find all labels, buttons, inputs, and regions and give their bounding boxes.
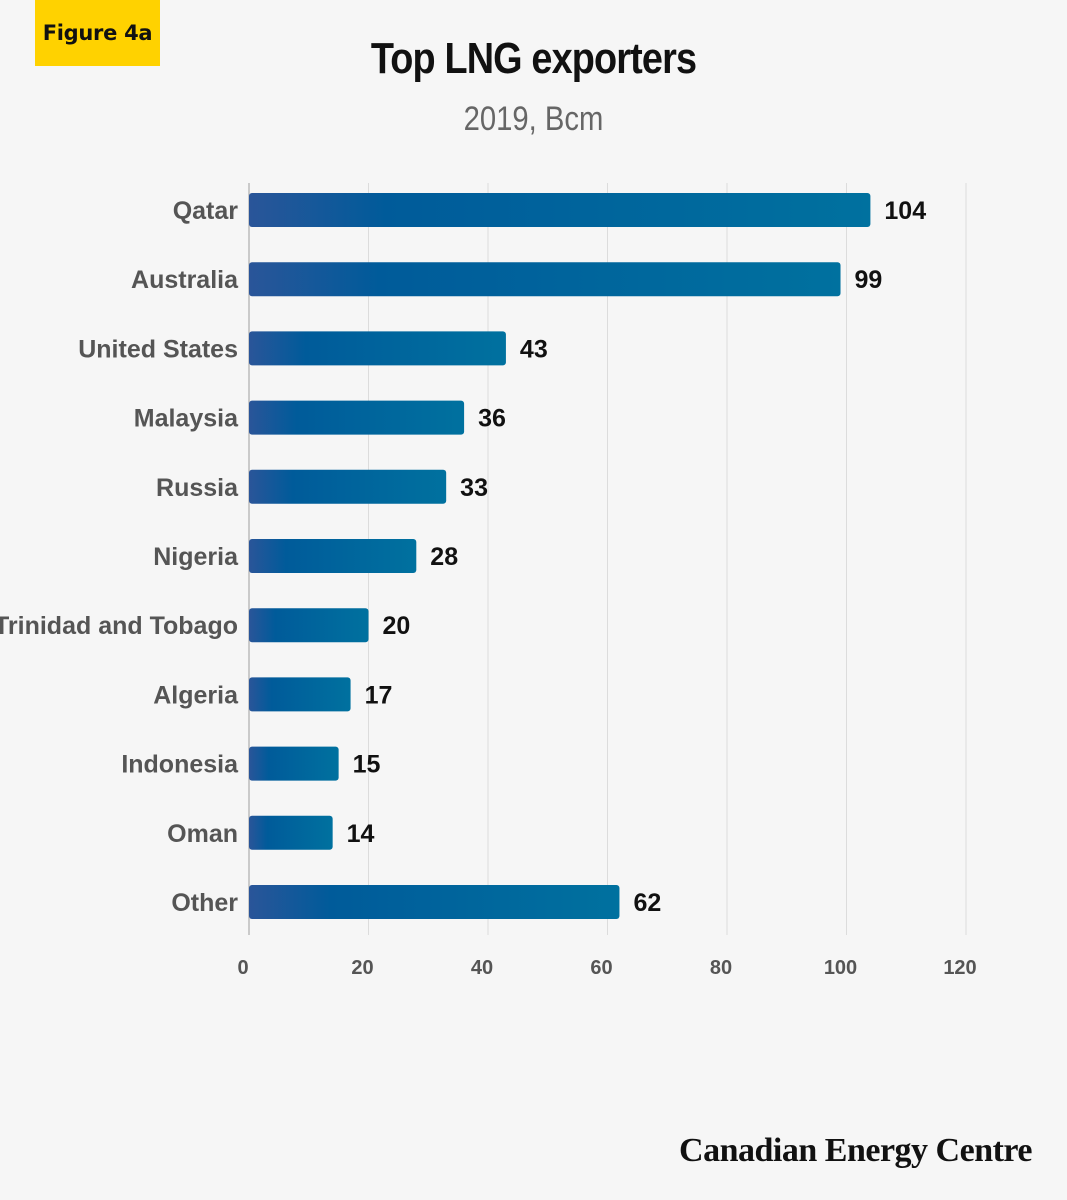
x-tick-label: 100 — [824, 957, 857, 979]
data-label: 104 — [884, 197, 926, 225]
x-tick-label: 80 — [710, 957, 732, 979]
category-label: Indonesia — [121, 751, 239, 779]
data-label: 43 — [520, 335, 548, 363]
chart-title: Top LNG exporters — [370, 34, 697, 83]
bar — [249, 262, 841, 297]
bar — [249, 193, 871, 227]
bar — [249, 539, 417, 573]
category-label: Other — [171, 889, 238, 917]
labels: 0 20 40 60 80 100 120 Qatar 104 Australia 99 United… — [0, 197, 977, 979]
bar — [249, 815, 333, 850]
bar-chart: 0 20 40 60 80 100 120 Qatar 104 Australia 99 United… — [0, 183, 977, 979]
bar — [249, 746, 339, 781]
data-label: 15 — [353, 751, 381, 779]
bar — [249, 331, 506, 366]
data-label: 62 — [633, 889, 661, 917]
category-label: Nigeria — [153, 543, 239, 571]
bar — [249, 400, 465, 435]
data-label: 99 — [855, 266, 883, 294]
figure-badge: Figure 4a — [35, 0, 160, 66]
category-label: Qatar — [173, 197, 239, 225]
data-label: 17 — [365, 681, 393, 709]
x-tick-label: 60 — [590, 957, 612, 979]
category-label: Australia — [131, 266, 239, 294]
category-label: United States — [78, 335, 238, 363]
bar — [249, 885, 620, 919]
x-tick-label: 20 — [351, 957, 373, 979]
category-label: Algeria — [153, 681, 239, 709]
chart-subtitle: 2019, Bcm — [463, 100, 604, 138]
x-tick-label: 40 — [471, 957, 493, 979]
publisher-logo: Canadian Energy Centre — [679, 1132, 1032, 1169]
data-label: 33 — [460, 474, 488, 502]
category-label: Oman — [167, 820, 238, 848]
x-tick-label: 120 — [943, 957, 976, 979]
x-tick-label: 0 — [237, 957, 248, 979]
data-label: 14 — [347, 820, 375, 848]
bar — [249, 677, 351, 712]
data-label: 36 — [478, 405, 506, 433]
data-label: 28 — [430, 543, 458, 571]
category-label: Malaysia — [134, 405, 239, 433]
data-label: 20 — [383, 612, 411, 640]
bar — [249, 469, 447, 504]
bars — [249, 193, 871, 919]
bar — [249, 608, 369, 643]
category-label: Trinidad and Tobago — [0, 612, 238, 640]
category-label: Russia — [156, 474, 239, 502]
